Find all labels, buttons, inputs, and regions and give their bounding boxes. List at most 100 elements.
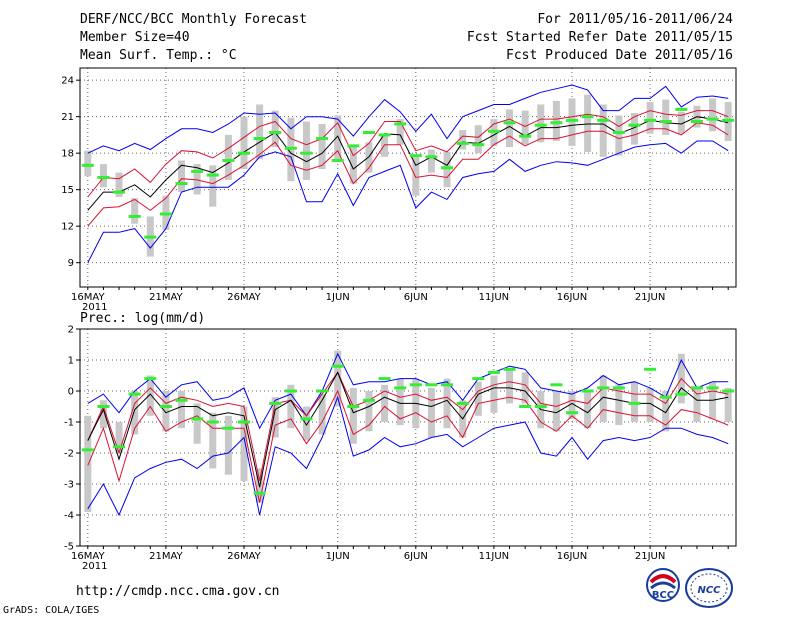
precip-spread-box <box>490 375 498 413</box>
temp-spread-box <box>302 121 310 180</box>
precip-spread-box <box>349 387 357 444</box>
precip-spread-box <box>99 400 107 429</box>
precip-p_low-line <box>87 389 729 503</box>
temp-spread-box <box>240 116 248 169</box>
precip-spread-box <box>443 378 451 429</box>
precip-observed-mark <box>144 377 157 381</box>
precip-observed-mark <box>441 383 454 387</box>
temp-observed-mark <box>409 154 422 158</box>
precip-spread-box <box>131 391 139 435</box>
forecast-period: For 2011/05/16-2011/06/24 <box>537 12 733 27</box>
temp-observed-mark <box>316 137 329 141</box>
temp-observed-mark <box>81 163 94 167</box>
temp-observed-mark <box>97 176 110 179</box>
temp-observed-mark <box>628 123 641 127</box>
precip-observed-mark <box>644 367 657 371</box>
precip-observed-mark <box>159 405 172 408</box>
temp-spread-box <box>506 109 514 148</box>
temp-observed-mark <box>378 133 391 137</box>
temp-observed-mark <box>534 123 547 127</box>
temp-spread-box <box>349 145 357 184</box>
precip-spread-box <box>662 391 670 432</box>
precip-observed-mark <box>628 401 641 405</box>
temp-observed-mark <box>175 182 188 186</box>
precip-spread-box <box>84 415 92 512</box>
started-date: Fcst Started Refer Date 2011/05/15 <box>466 30 733 45</box>
precip-spread-box <box>381 384 389 422</box>
temp-observed-mark <box>472 143 485 147</box>
member-size: Member Size=40 <box>80 30 190 45</box>
precip-spread-box <box>630 381 638 422</box>
temp-spread-box <box>630 113 638 145</box>
precip-spread-box <box>724 387 732 422</box>
precip-spread-box <box>240 406 248 481</box>
temp-xtick-label: 1JUN <box>326 292 350 303</box>
precip-observed-mark <box>362 398 375 402</box>
temp-spread-box <box>256 104 264 160</box>
precip-spread-box <box>334 350 342 407</box>
temp-observed-mark <box>612 130 625 134</box>
bcc-logo-text: BCC <box>652 590 674 601</box>
temp-spread-box <box>662 99 670 135</box>
precip-observed-mark <box>487 370 500 374</box>
precip-spread-box <box>162 391 170 432</box>
temp-observed-mark <box>144 235 157 239</box>
precip-spread-box <box>318 394 326 435</box>
precip-observed-mark <box>284 389 297 393</box>
temp-observed-mark <box>706 117 719 121</box>
temp-spread-box <box>396 119 404 145</box>
temp-spread-box <box>552 100 560 141</box>
temp-observed-mark <box>238 151 250 155</box>
precip-observed-mark <box>472 377 485 381</box>
temp-ytick-label: 15 <box>61 185 74 196</box>
temp-observed-mark <box>113 190 126 194</box>
temp-spread-box <box>412 156 420 196</box>
temp-spread-box <box>193 164 201 195</box>
precip-ytick-label: -3 <box>64 480 74 491</box>
temp-spread-box <box>615 115 623 156</box>
precip-p_high-line <box>87 371 729 482</box>
precip-spread-box <box>584 391 592 429</box>
precip-observed-mark <box>581 389 594 393</box>
temp-observed-mark <box>519 134 532 138</box>
temp-observed-mark <box>441 166 454 170</box>
temp-observed-mark <box>690 120 703 124</box>
precip-spread-box <box>427 387 435 438</box>
temp-spread-box <box>115 172 123 197</box>
precip-mean-line <box>87 371 729 488</box>
precip-spread-box <box>568 391 576 419</box>
precip-observed-mark <box>97 405 110 408</box>
precip-min-line <box>87 395 729 517</box>
precip-observed-mark <box>675 392 688 396</box>
precip-panel-title: Prec.: log(mm/d) <box>80 311 206 326</box>
temp-observed-mark <box>487 129 500 133</box>
precip-observed-mark <box>612 386 625 390</box>
temp-observed-mark <box>566 118 578 122</box>
temp-observed-mark <box>394 122 407 126</box>
precip-ytick-label: 0 <box>68 387 74 398</box>
temp-xtick-label: 21JUN <box>635 292 665 303</box>
temp-observed-mark <box>581 115 594 119</box>
temp-observed-mark <box>222 158 235 162</box>
precip-spread-box <box>146 375 154 416</box>
precip-observed-mark <box>175 398 188 402</box>
temp-ytick-label: 18 <box>61 149 74 160</box>
temp-observed-mark <box>722 118 735 122</box>
precip-ytick-label: -1 <box>64 418 74 429</box>
precip-observed-mark <box>206 420 219 424</box>
precip-observed-mark <box>456 401 469 405</box>
temp-spread-box <box>334 115 342 160</box>
source-url[interactable]: http://cmdp.ncc.cma.gov.cn <box>76 584 280 599</box>
precip-observed-mark <box>566 411 578 415</box>
precip-observed-mark <box>425 383 438 387</box>
precip-spread-box <box>287 384 295 429</box>
temp-spread-box <box>537 104 545 143</box>
temp-xtick-label: 26MAY <box>227 292 261 303</box>
precip-spread-box <box>115 422 123 453</box>
precip-spread-box <box>474 381 482 416</box>
temp-ytick-label: 9 <box>68 258 74 269</box>
temp-spread-box <box>521 110 529 145</box>
precip-observed-mark <box>519 405 532 408</box>
temp-spread-box <box>99 164 107 188</box>
